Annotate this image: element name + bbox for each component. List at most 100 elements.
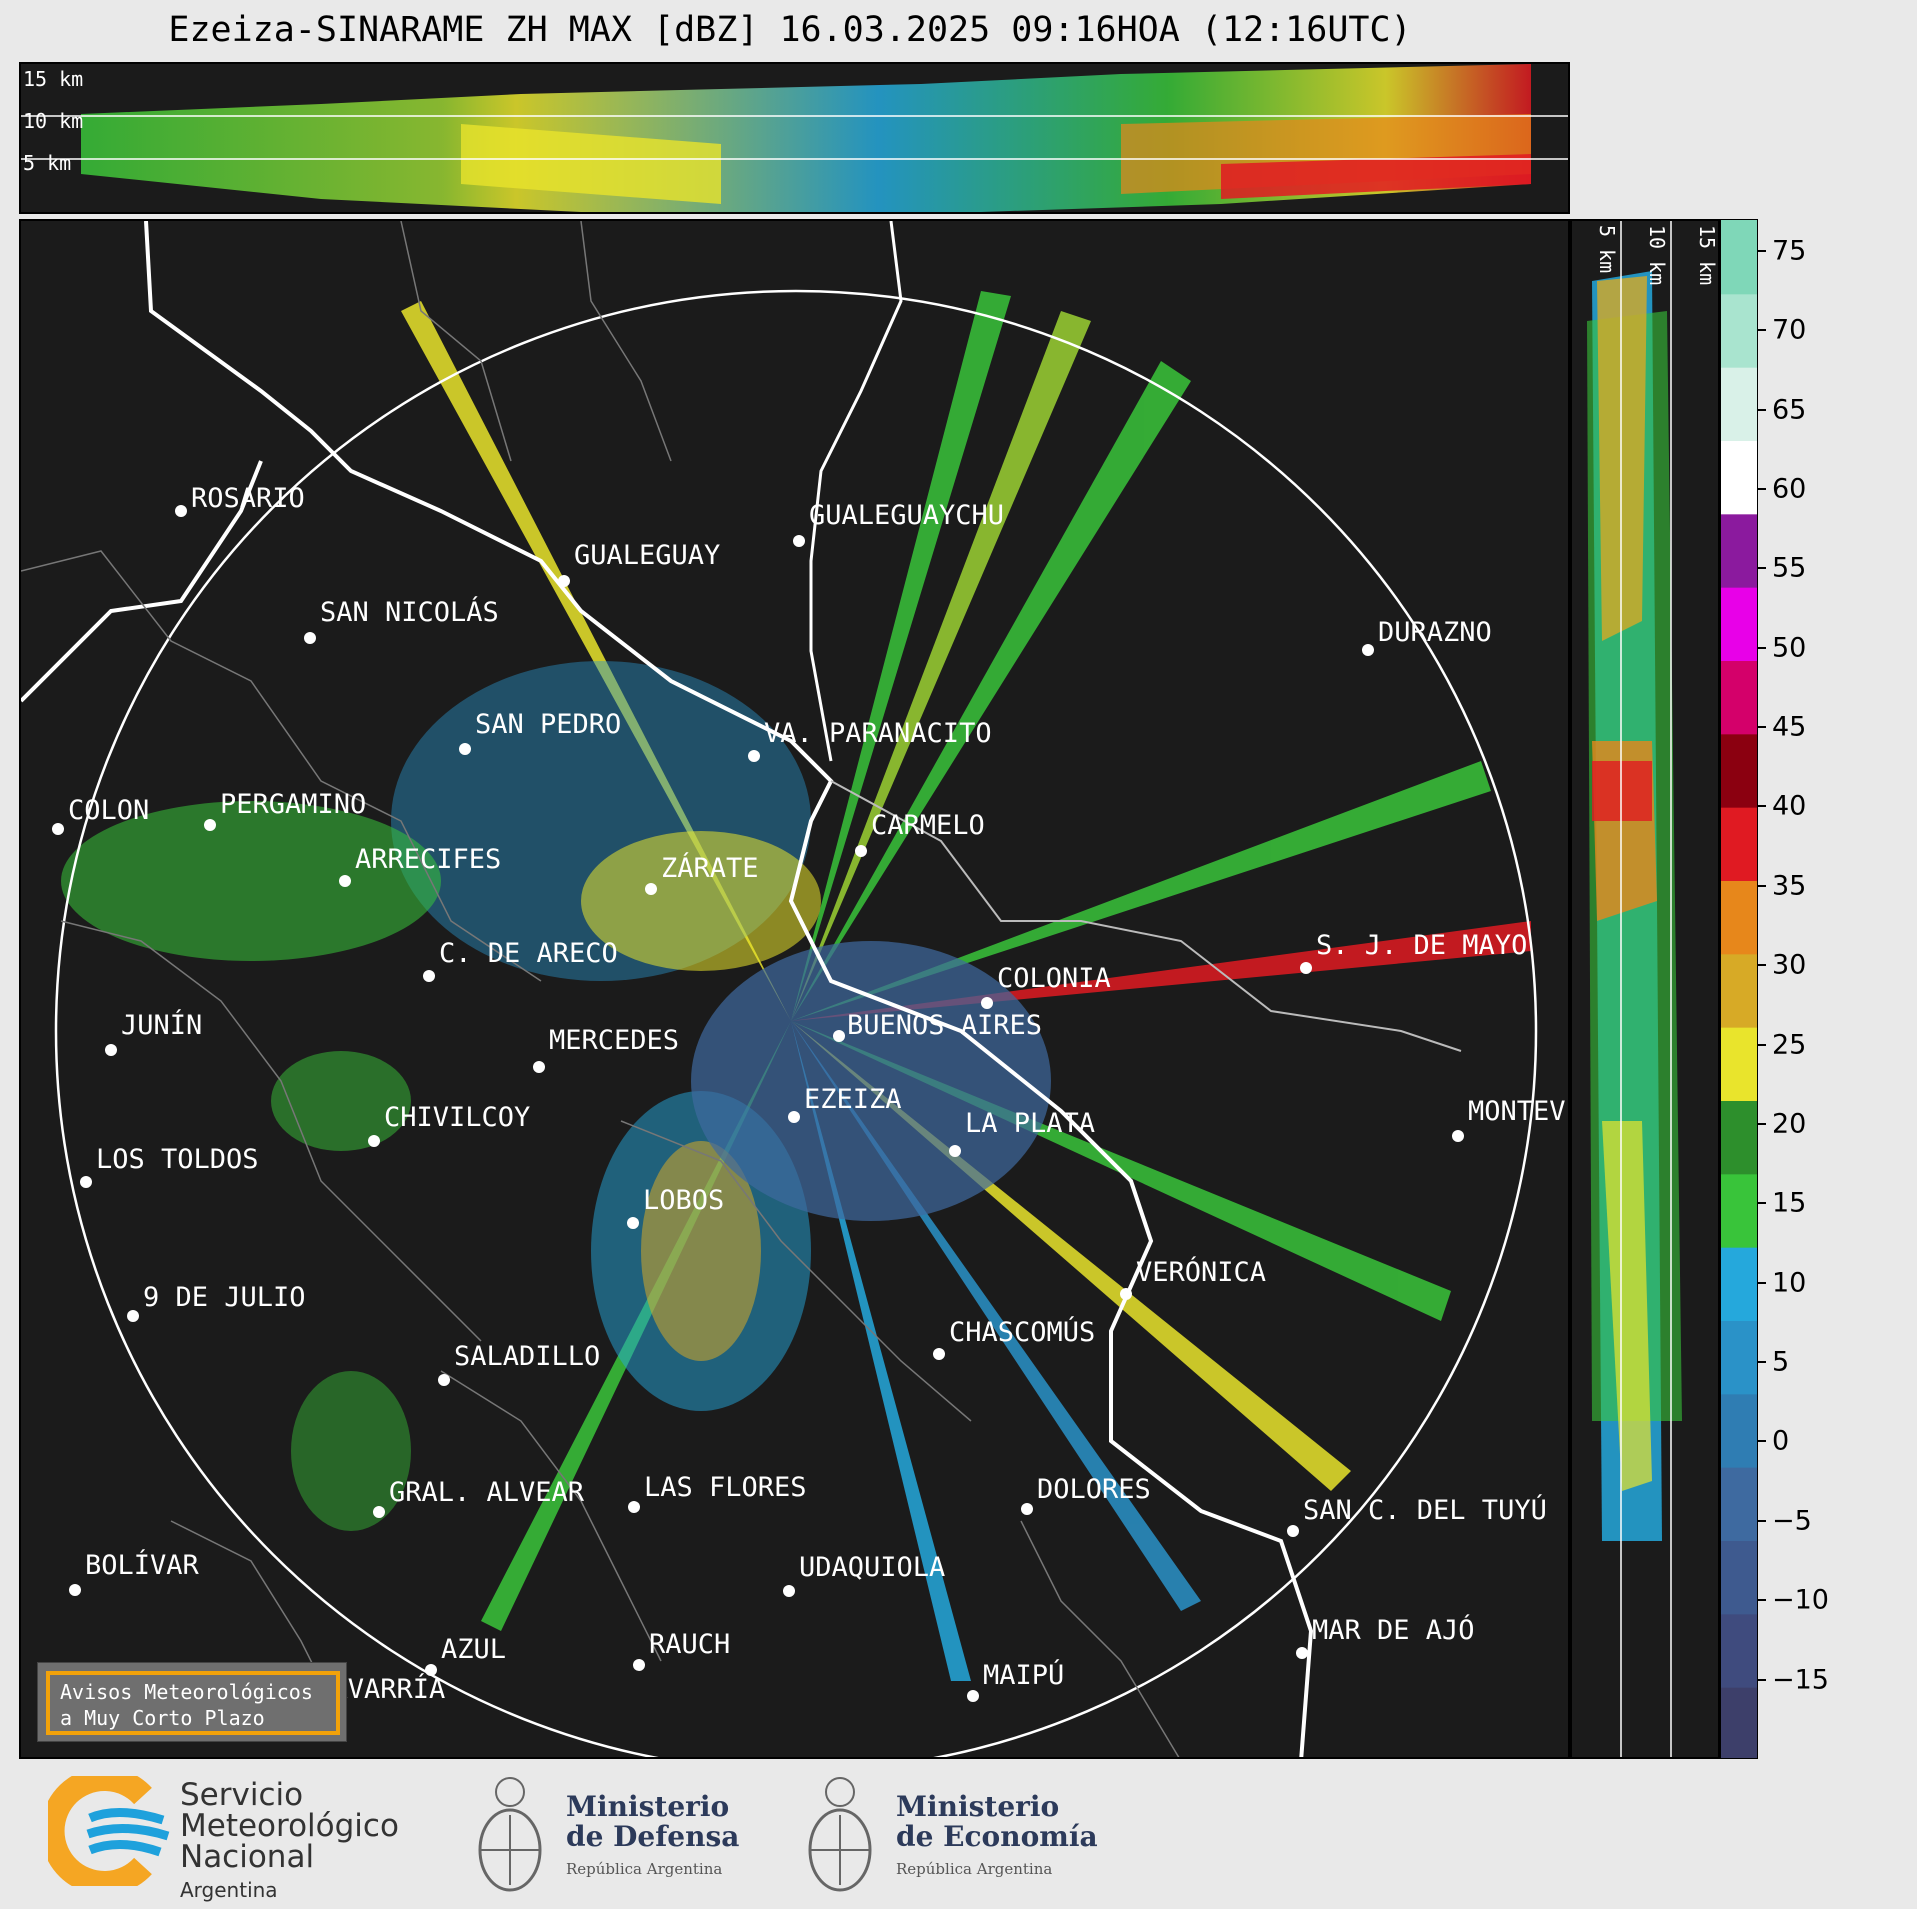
north-south-profile-panel: 15 km 10 km 5 km — [19, 62, 1570, 214]
colorbar-band — [1721, 1246, 1757, 1321]
city-durazno: DURAZNO — [1362, 617, 1492, 656]
colorbar-tick-label: 45 — [1772, 711, 1807, 743]
city-san-pedro: SAN PEDRO — [459, 709, 621, 755]
city-va-paranacito: VA. PARANACITO — [748, 718, 992, 762]
svg-text:SAN NICOLÁS: SAN NICOLÁS — [320, 596, 499, 628]
colorbar-tick-label: −5 — [1772, 1505, 1812, 1537]
colorbar-ticks: 75 70 65 60 55 50 45 40 35 30 25 20 15 10 5 0 −5 −10 −15 — [1758, 219, 1878, 1759]
smn-line2: Meteorológico — [180, 1808, 399, 1844]
colorbar-tick-label: 0 — [1772, 1425, 1790, 1457]
smn-country: Argentina — [180, 1878, 278, 1902]
city-la-plata: LA PLATA — [949, 1108, 1095, 1157]
colorbar-band — [1721, 293, 1757, 368]
svg-text:ROSARIO: ROSARIO — [191, 483, 305, 514]
svg-text:ZÁRATE: ZÁRATE — [661, 852, 759, 884]
colorbar-band — [1721, 733, 1757, 808]
top-profile-svg: 15 km 10 km 5 km — [21, 64, 1568, 212]
svg-text:DOLORES: DOLORES — [1037, 1474, 1151, 1505]
side-label-15km: 15 km — [1695, 225, 1719, 285]
defensa-logo-text: Ministerio de Defensa República Argentin… — [566, 1792, 739, 1884]
svg-text:EZEIZA: EZEIZA — [804, 1084, 902, 1115]
svg-text:CHASCOMÚS: CHASCOMÚS — [949, 1316, 1095, 1348]
radar-range-circle — [54, 289, 1538, 1757]
svg-text:GRAL. ALVEAR: GRAL. ALVEAR — [389, 1477, 585, 1508]
svg-text:MAR DE AJÓ: MAR DE AJÓ — [1312, 1614, 1475, 1646]
defensa-line2: de Defensa — [566, 1820, 740, 1853]
city-zarate: ZÁRATE — [645, 852, 759, 895]
svg-text:VA. PARANACITO: VA. PARANACITO — [764, 718, 992, 749]
colorbar-tick-label: 60 — [1772, 473, 1807, 505]
colorbar-band — [1721, 1686, 1757, 1758]
colorbar-band — [1721, 513, 1757, 588]
side-profile-svg: 5 km 10 km 15 km — [1587, 221, 1719, 1757]
top-label-5km: 5 km — [23, 151, 71, 175]
city-las-flores: LAS FLORES — [628, 1472, 807, 1513]
city-markers: ROSARIO GUALEGUAYCHU GUALEGUAY SAN NICOL… — [52, 483, 1568, 1716]
economia-line1: Ministerio — [896, 1790, 1060, 1823]
top-label-15km: 15 km — [23, 67, 83, 91]
city-9-de-julio: 9 DE JULIO — [127, 1282, 306, 1322]
city-veronica: VERÓNICA — [1120, 1256, 1266, 1300]
city-san-c-del-tuyu: SAN C. DEL TUYÚ — [1287, 1494, 1547, 1537]
colorbar-tick — [1758, 1043, 1766, 1046]
svg-text:9 DE JULIO: 9 DE JULIO — [143, 1282, 306, 1313]
svg-text:LA PLATA: LA PLATA — [965, 1108, 1095, 1139]
colorbar-tick — [1758, 567, 1766, 570]
svg-text:BOLÍVAR: BOLÍVAR — [85, 1549, 200, 1581]
colorbar-tick-label: −15 — [1772, 1664, 1829, 1696]
colorbar-tick — [1758, 1440, 1766, 1443]
colorbar-tick-label: 20 — [1772, 1108, 1807, 1140]
city-pergamino: PERGAMINO — [204, 789, 366, 831]
avisos-line2: a Muy Corto Plazo — [60, 1706, 265, 1730]
svg-text:SALADILLO: SALADILLO — [454, 1341, 600, 1372]
colorbar-band — [1721, 1320, 1757, 1395]
city-azul: AZUL — [425, 1634, 506, 1676]
city-gral-alvear: GRAL. ALVEAR — [373, 1477, 585, 1518]
colorbar-tick — [1758, 329, 1766, 332]
side-profile-core-bottom — [1602, 1121, 1652, 1491]
colorbar-tick-label: 5 — [1772, 1346, 1790, 1378]
avisos-link[interactable]: Avisos Meteorológicos a Muy Corto Plazo — [46, 1671, 340, 1735]
svg-text:C. DE ARECO: C. DE ARECO — [439, 938, 618, 969]
city-chascomus: CHASCOMÚS — [933, 1316, 1095, 1360]
svg-text:LOS TOLDOS: LOS TOLDOS — [96, 1144, 259, 1175]
svg-text:CARMELO: CARMELO — [871, 810, 985, 841]
colorbar-tick — [1758, 408, 1766, 411]
colorbar-tick-label: 55 — [1772, 552, 1807, 584]
colorbar-tick-label: 40 — [1772, 790, 1807, 822]
colorbar-tick — [1758, 249, 1766, 252]
colorbar-tick-label: 15 — [1772, 1187, 1807, 1219]
economia-rep: República Argentina — [896, 1860, 1053, 1878]
colorbar-tick — [1758, 1599, 1766, 1602]
smn-line1: Servicio — [180, 1777, 304, 1813]
city-buenos-aires: BUENOS AIRES — [833, 1010, 1042, 1042]
colorbar-tick — [1758, 805, 1766, 808]
radar-map-panel[interactable]: ROSARIO GUALEGUAYCHU GUALEGUAY SAN NICOL… — [19, 219, 1570, 1759]
city-lobos: LOBOS — [627, 1185, 724, 1229]
colorbar-tick-label: 75 — [1772, 235, 1807, 267]
colorbar-tick — [1758, 884, 1766, 887]
colorbar-band — [1721, 953, 1757, 1028]
svg-text:JUNÍN: JUNÍN — [121, 1009, 202, 1041]
colorbar-band — [1721, 220, 1757, 295]
svg-text:LOBOS: LOBOS — [643, 1185, 724, 1216]
colorbar-band — [1721, 1100, 1757, 1175]
river-uruguay — [809, 221, 903, 762]
colorbar-tick — [1758, 1122, 1766, 1125]
colorbar-tick-label: 10 — [1772, 1267, 1807, 1299]
side-label-5km: 5 km — [1595, 225, 1619, 273]
colorbar-band — [1721, 1540, 1757, 1615]
side-profile-core-top — [1597, 276, 1647, 641]
coast-uruguay — [830, 780, 1462, 1052]
city-sj-de-mayo: S. J. DE MAYO — [1300, 930, 1527, 974]
avisos-box[interactable]: Avisos Meteorológicos a Muy Corto Plazo — [37, 1662, 347, 1742]
svg-text:VERÓNICA: VERÓNICA — [1136, 1256, 1266, 1288]
city-junin: JUNÍN — [105, 1009, 202, 1056]
city-montevideo: MONTEVIDEO — [1452, 1096, 1568, 1142]
svg-text:COLONIA: COLONIA — [997, 963, 1111, 994]
top-label-10km: 10 km — [23, 109, 83, 133]
coastline — [144, 221, 1314, 1757]
city-saladillo: SALADILLO — [438, 1341, 600, 1386]
svg-text:SAN PEDRO: SAN PEDRO — [475, 709, 621, 740]
svg-text:GUALEGUAYCHU: GUALEGUAYCHU — [809, 500, 1004, 531]
